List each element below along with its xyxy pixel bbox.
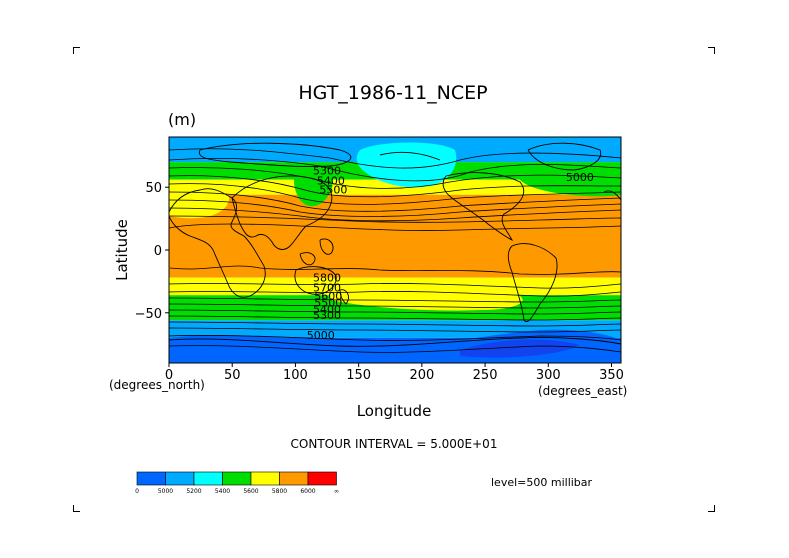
contour-label: 5700	[313, 281, 341, 294]
contour-label: 5800	[313, 271, 341, 284]
x-units-label: (degrees_east)	[538, 384, 627, 398]
colorbar: 0 5000 5200 5400 5600 5800 6000 ∞	[135, 471, 339, 495]
x-tick-label: 200	[409, 368, 434, 383]
contour-label: 5400	[317, 175, 345, 188]
crop-mark-top-right	[708, 47, 715, 54]
colorbar-swatch	[279, 471, 309, 486]
x-tick-label: 250	[473, 368, 498, 383]
south-pacific-yellow	[330, 286, 523, 311]
x-tick-label: 0	[165, 368, 173, 383]
x-tick-label: 150	[346, 368, 371, 383]
y-units-label: (degrees_north)	[109, 378, 205, 392]
colorbar-label: 5400	[215, 488, 230, 495]
colorbar-label: 5200	[186, 488, 201, 495]
colorbar-swatch	[250, 471, 280, 486]
colorbar-swatch	[222, 471, 252, 486]
chart-title: HGT_1986-11_NCEP	[298, 82, 487, 104]
x-tick-label: 350	[599, 368, 624, 383]
arctic-cyan-patch	[356, 142, 457, 188]
contour-labels: 5300540055005800570056005500540053005000…	[307, 165, 594, 342]
contour-interval-text: CONTOUR INTERVAL = 5.000E+01	[291, 437, 498, 451]
colorbar-swatch	[136, 471, 166, 486]
contour-label: 5300	[313, 165, 341, 178]
antarctic-deep	[460, 339, 580, 358]
y-axis-label: Latitude	[113, 219, 131, 281]
colorbar-label: 5000	[158, 488, 173, 495]
y-tick-label: 50	[145, 181, 162, 196]
color-band-2	[169, 179, 621, 195]
coastlines	[169, 142, 621, 347]
contour-lines	[169, 148, 621, 353]
color-bands	[169, 137, 621, 363]
x-axis-label: Longitude	[357, 402, 432, 420]
north-pacific-low	[294, 164, 333, 207]
x-tick-label: 50	[224, 368, 241, 383]
colorbar-swatch	[193, 471, 223, 486]
north-atlantic-green	[516, 167, 621, 197]
contour-label: 5500	[319, 184, 347, 197]
colorbar-label: 6000	[300, 488, 315, 495]
colorbar-label: 5800	[272, 488, 287, 495]
colorbar-label: 5600	[243, 488, 258, 495]
y-tick-label: 0	[154, 244, 162, 259]
x-tick-label: 100	[283, 368, 308, 383]
crop-mark-top-left	[73, 47, 80, 54]
colorbar-swatch	[307, 471, 337, 486]
colorbar-label: ∞	[334, 488, 339, 495]
colorbar-label: 0	[135, 488, 139, 495]
contour-label: 5400	[313, 303, 341, 316]
x-tick-label: 300	[536, 368, 561, 383]
y-tick-label: −50	[135, 307, 162, 322]
units-label: (m)	[168, 110, 196, 129]
contour-label: 5300	[313, 309, 341, 322]
crop-mark-bottom-left	[73, 505, 80, 512]
level-text: level=500 millibar	[491, 476, 593, 489]
contour-label: 5000	[566, 171, 594, 184]
crop-mark-bottom-right	[708, 505, 715, 512]
y-axis-ticks: 50 0 −50	[135, 181, 169, 322]
contour-label: 5500	[314, 297, 342, 310]
contour-label: 5000	[307, 329, 335, 342]
contour-label: 5600	[314, 290, 342, 303]
colorbar-swatch	[165, 471, 195, 486]
x-axis-ticks: 0 50 100 150 200 250 300 350	[165, 363, 624, 383]
plot-area: 5300540055005800570056005500540053005000…	[169, 137, 621, 363]
